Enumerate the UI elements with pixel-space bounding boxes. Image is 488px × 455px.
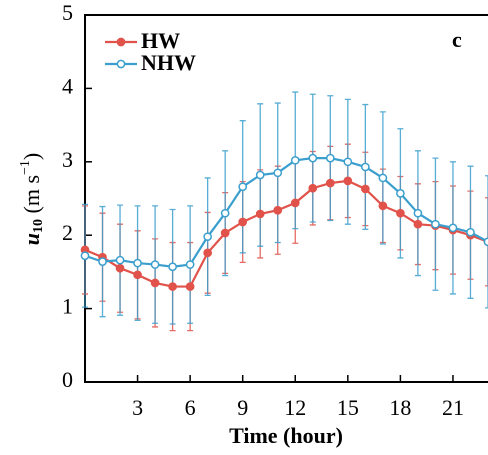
point [483,237,488,247]
point [220,228,230,238]
error-bar [485,175,488,309]
point [360,184,370,194]
point [396,208,405,218]
x-tick-label: 21 [442,395,464,420]
y-tick-label: 3 [62,147,73,172]
point [80,251,90,261]
y-label-superscript: −1 [18,160,33,175]
point [343,157,353,167]
axis-frame [84,14,488,383]
y-tick-label: 5 [62,0,73,25]
point [168,262,177,272]
point [168,282,177,291]
x-tick-label: 12 [284,395,306,420]
point [115,255,125,265]
point [431,219,440,229]
legend-marker [116,37,126,47]
x-tick-label: 9 [237,395,248,420]
point [98,257,107,266]
point [308,153,318,163]
point [378,201,388,211]
x-tick-label: 18 [389,395,411,420]
point [308,183,318,193]
point [220,208,230,218]
point [255,170,265,180]
point [360,162,370,172]
error-bar [485,197,488,287]
y-axis-label: u10 (m s−1) [18,153,46,245]
point [378,173,388,183]
point [203,248,213,258]
x-tick-label: 15 [337,395,359,420]
point [448,223,458,233]
y-tick-label: 4 [62,73,73,98]
point [238,182,248,192]
point [290,198,300,208]
y-tick-label: 0 [62,367,73,392]
legend-marker [116,59,126,69]
point [150,260,160,269]
point [238,217,248,227]
legend-label: HW [141,28,180,53]
y-label-symbol: u [19,233,44,245]
x-axis-label: Time (hour) [229,423,343,448]
panel-label: c [452,27,462,52]
point [203,232,213,242]
y-tick-label: 1 [62,294,73,319]
legend-label: NHW [141,50,196,75]
point [273,205,283,215]
y-label-unit: (m s [19,175,44,219]
point [325,178,335,188]
point [290,155,300,165]
point [133,270,142,280]
point [273,168,283,178]
y-label-subscript: 10 [31,219,46,233]
point [150,278,160,288]
point [255,209,265,219]
point [413,219,423,229]
point [115,263,125,273]
point [325,153,335,163]
point [343,176,353,186]
series-line [84,179,488,288]
y-label-close: ) [19,153,44,160]
point [396,189,405,198]
point [185,260,195,269]
series-line [84,157,488,268]
x-tick-label: 6 [185,395,196,420]
point [413,208,423,218]
x-tick-label: 3 [132,395,143,420]
y-tick-label: 2 [62,220,73,245]
point [133,258,142,268]
point [466,227,475,237]
point [185,282,195,291]
